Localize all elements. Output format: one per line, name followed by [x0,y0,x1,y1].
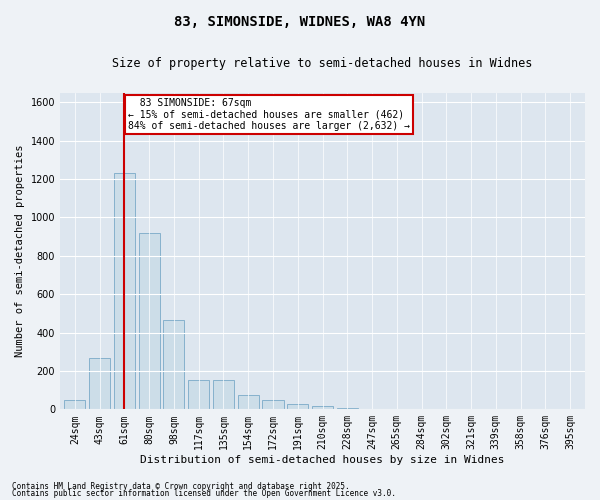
Y-axis label: Number of semi-detached properties: Number of semi-detached properties [15,144,25,357]
Bar [312,406,333,409]
Bar [362,408,383,410]
Text: 83 SIMONSIDE: 67sqm
← 15% of semi-detached houses are smaller (462)
84% of semi-: 83 SIMONSIDE: 67sqm ← 15% of semi-detach… [128,98,410,132]
Bar [213,380,234,410]
Bar [163,320,184,410]
Bar [114,173,135,410]
Bar [238,395,259,409]
Bar [64,400,85,409]
Bar [139,232,160,410]
Title: Size of property relative to semi-detached houses in Widnes: Size of property relative to semi-detach… [112,58,533,70]
Bar [337,408,358,410]
X-axis label: Distribution of semi-detached houses by size in Widnes: Distribution of semi-detached houses by … [140,455,505,465]
Bar [262,400,284,409]
Text: 83, SIMONSIDE, WIDNES, WA8 4YN: 83, SIMONSIDE, WIDNES, WA8 4YN [175,15,425,29]
Bar [287,404,308,409]
Text: Contains public sector information licensed under the Open Government Licence v3: Contains public sector information licen… [12,489,396,498]
Bar [188,380,209,410]
Bar [89,358,110,410]
Text: Contains HM Land Registry data © Crown copyright and database right 2025.: Contains HM Land Registry data © Crown c… [12,482,350,491]
